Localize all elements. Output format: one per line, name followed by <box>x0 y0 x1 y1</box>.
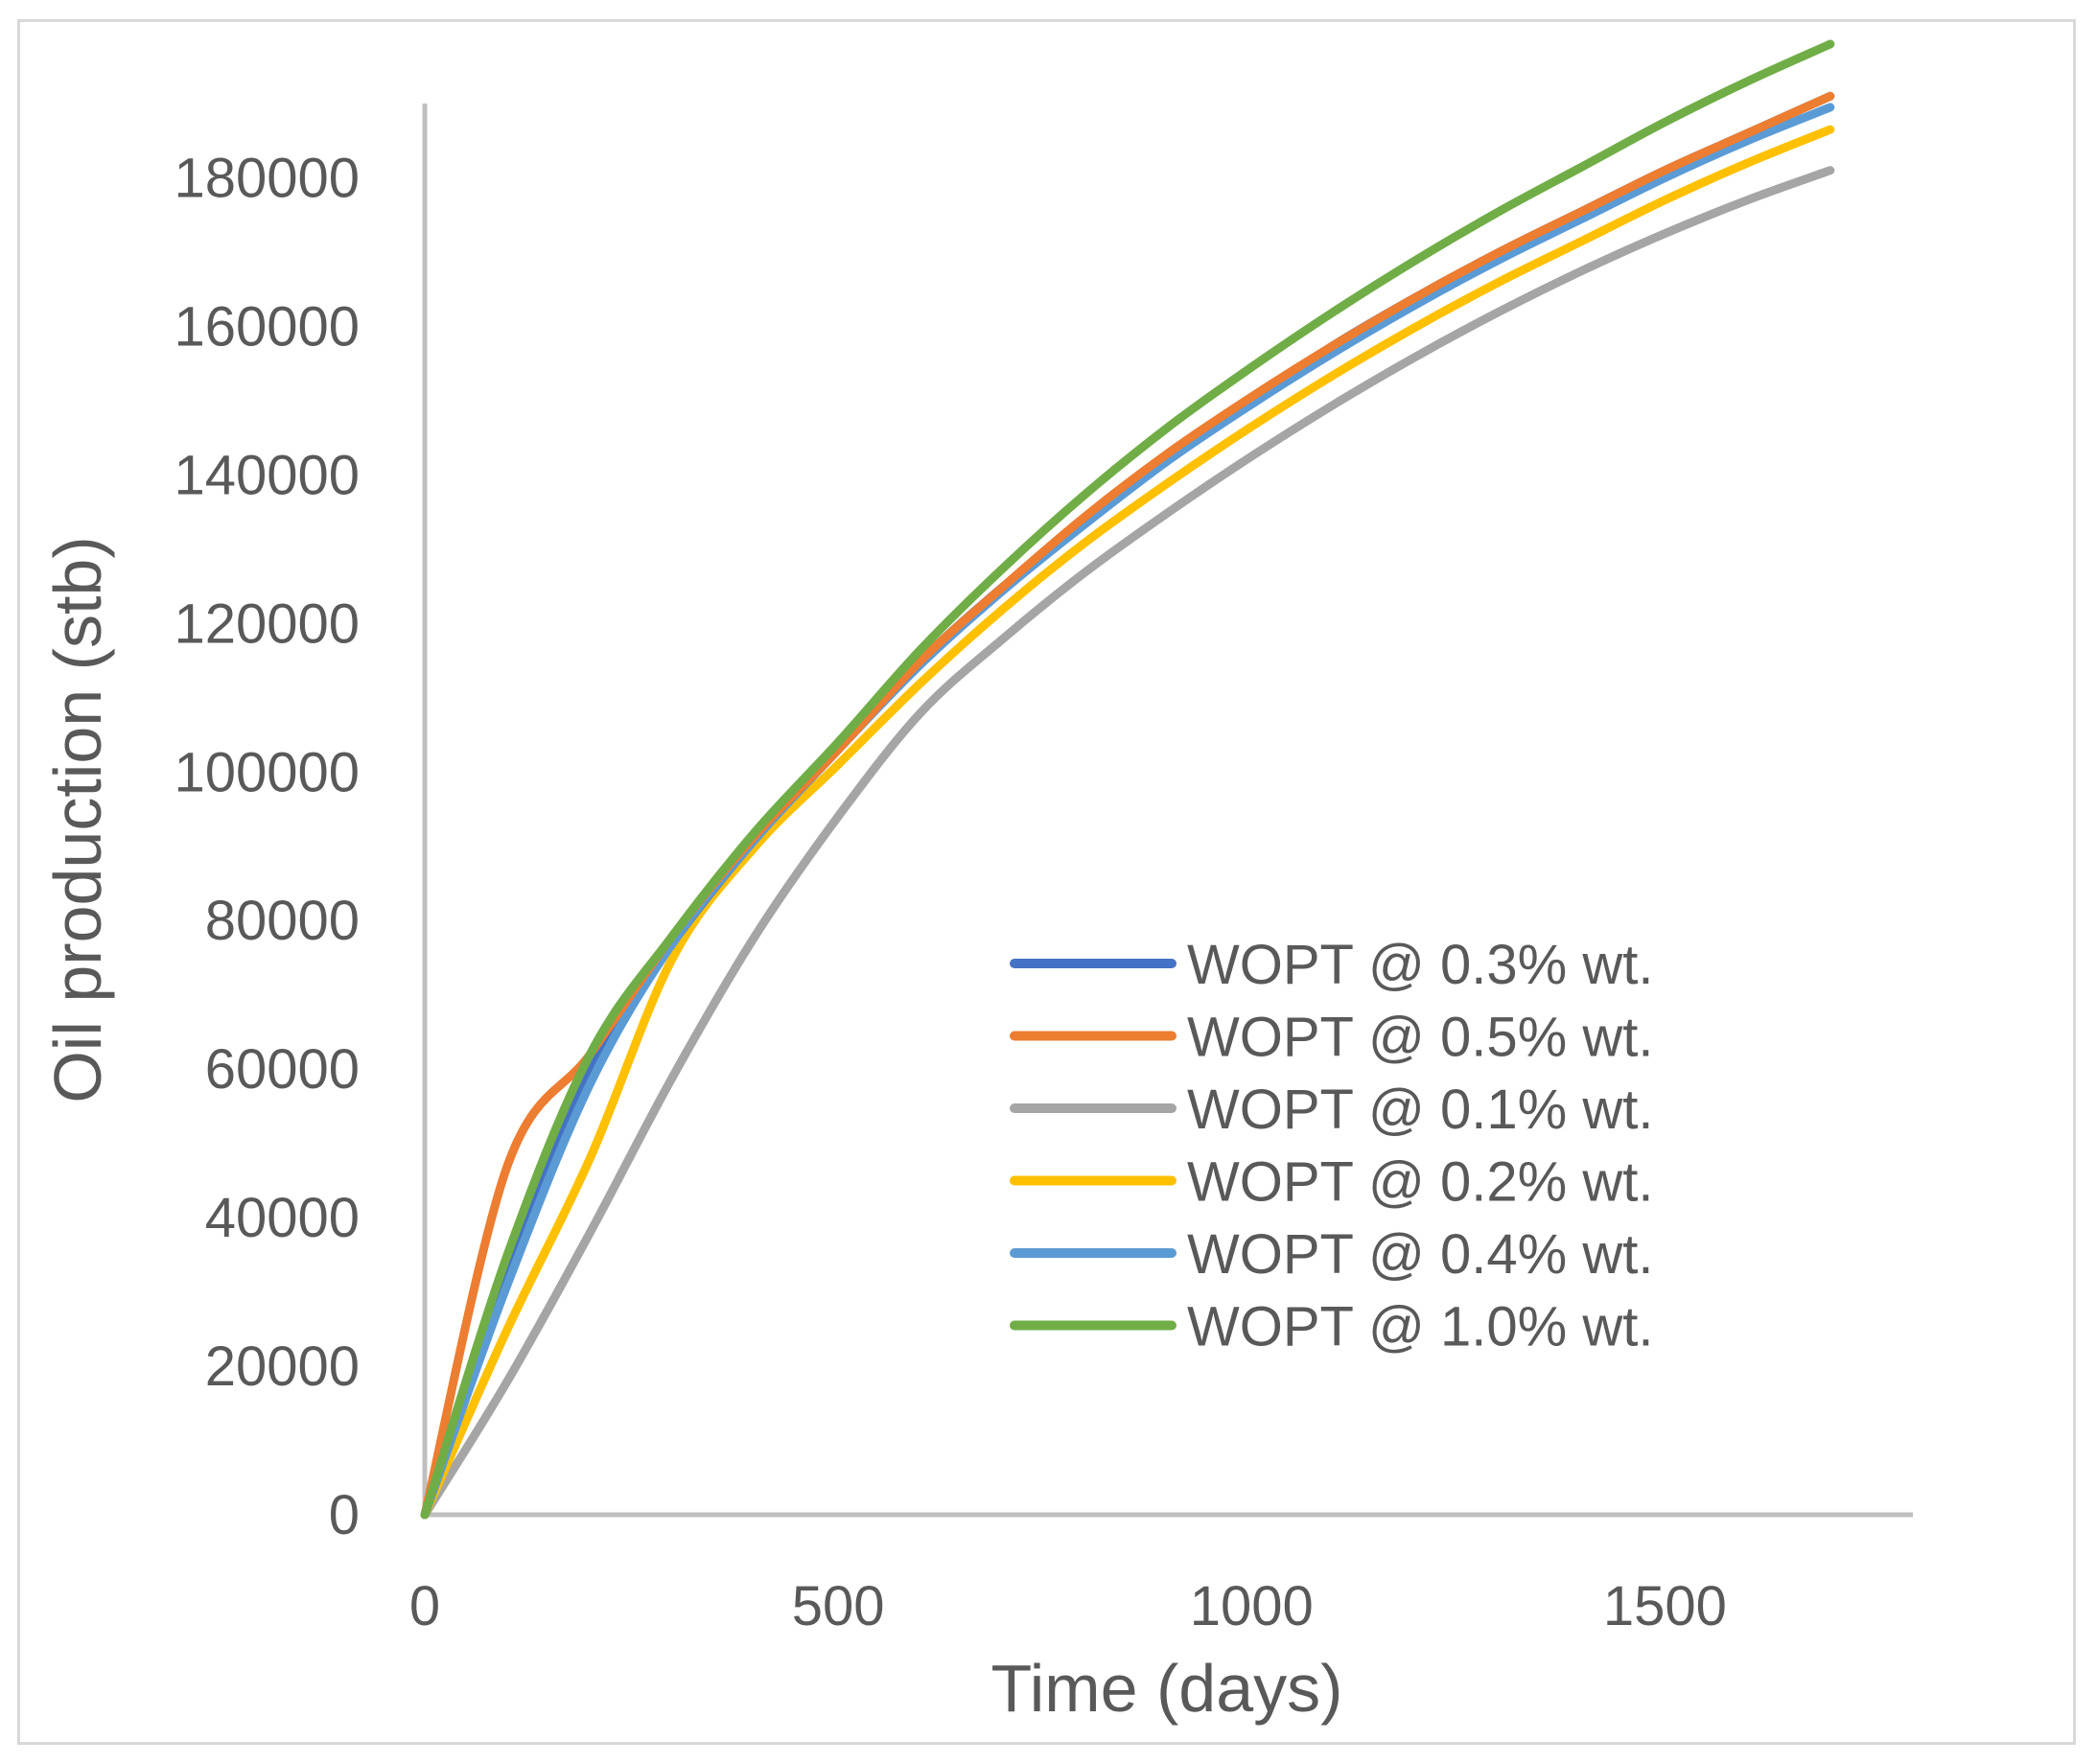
series-line-wopt-0-2-wt <box>420 125 1835 1520</box>
y-tick-label: 80000 <box>205 890 360 952</box>
legend-label: WOPT @ 0.1% wt. <box>1187 1079 1653 1141</box>
legend-label: WOPT @ 0.5% wt. <box>1187 1007 1653 1069</box>
chart-frame <box>17 19 2076 1745</box>
y-tick-label: 100000 <box>174 741 360 803</box>
y-tick-label: 60000 <box>205 1038 360 1101</box>
legend-label: WOPT @ 1.0% wt. <box>1187 1296 1653 1358</box>
axes: 0 500 1000 1500 0 20000 40000 60000 80000 100000 1… <box>174 104 1913 1637</box>
x-tick-label: 1000 <box>1190 1575 1314 1637</box>
y-tick-label: 0 <box>329 1484 360 1546</box>
y-tick-label: 40000 <box>205 1187 360 1249</box>
y-tick-label: 160000 <box>174 295 360 358</box>
series-line-wopt-0-4-wt <box>420 103 1835 1520</box>
y-tick-label: 140000 <box>174 444 360 506</box>
y-tick-label: 180000 <box>174 147 360 209</box>
series-line-wopt-1-0-wt <box>420 39 1835 1520</box>
legend-label: WOPT @ 0.2% wt. <box>1187 1151 1653 1214</box>
x-tick-label: 0 <box>409 1575 440 1637</box>
series-lines <box>420 39 1835 1520</box>
x-tick-label: 500 <box>792 1575 885 1637</box>
series-line-wopt-0-1-wt <box>420 166 1835 1520</box>
legend-label: WOPT @ 0.4% wt. <box>1187 1223 1653 1286</box>
x-tick-label: 1500 <box>1603 1575 1727 1637</box>
legend: WOPT @ 0.3% wt. WOPT @ 0.5% wt. WOPT @ 0.1… <box>1010 934 1653 1358</box>
y-axis-title: Oil production (stb) <box>40 536 115 1102</box>
x-axis-title: Time (days) <box>991 1651 1343 1726</box>
legend-label: WOPT @ 0.3% wt. <box>1187 934 1653 996</box>
y-tick-label: 20000 <box>205 1335 360 1398</box>
y-tick-label: 120000 <box>174 592 360 655</box>
